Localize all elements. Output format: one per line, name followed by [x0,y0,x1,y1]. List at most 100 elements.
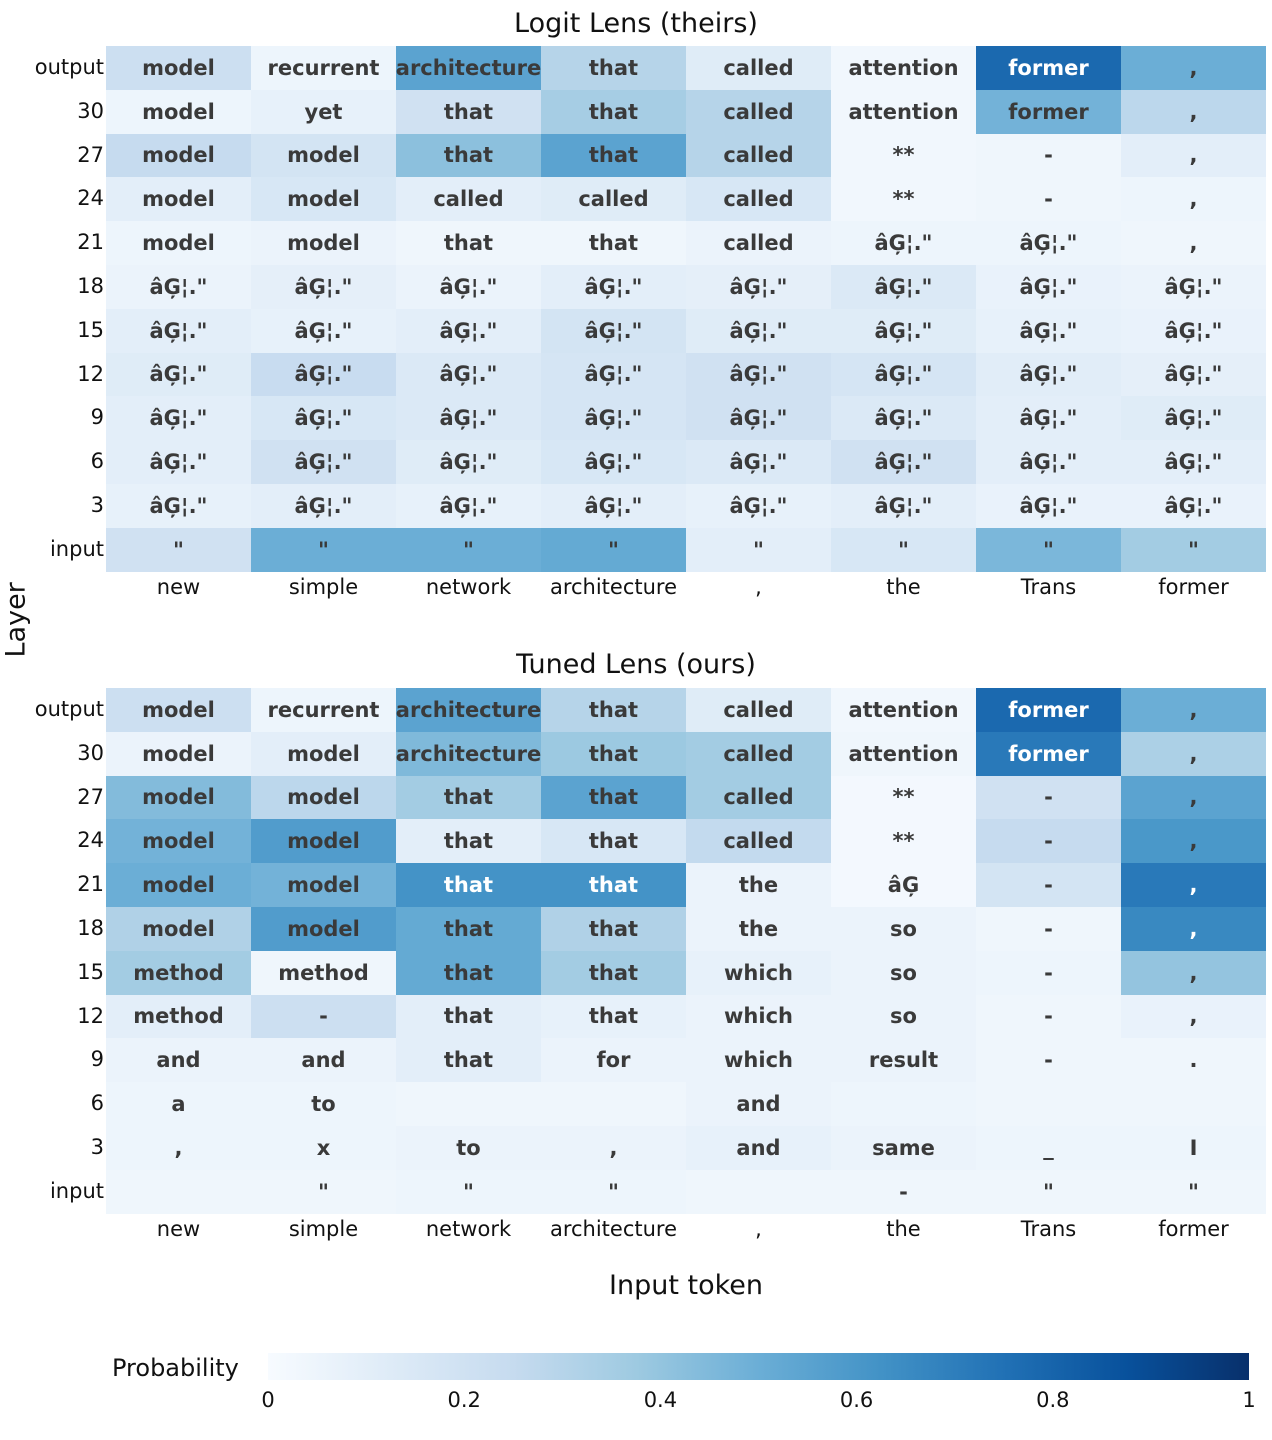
y-tick-label: 3 [90,1135,104,1159]
y-tick-label: 15 [77,959,104,984]
heatmap-cell: , [1121,819,1266,864]
heatmap-cell: . [1121,1038,1266,1083]
heatmap-cell: former [976,688,1121,732]
heatmap-cell: that [541,907,686,951]
heatmap-cell: which [686,994,831,1039]
heatmap-cell: model [251,907,396,951]
heatmap-cell: architecture [396,731,541,776]
heatmap-cell: called [686,46,831,90]
heatmap-cell: ** [831,177,976,222]
x-tick-label: architecture [549,1216,678,1241]
heatmap-cell: recurrent [251,46,396,90]
heatmap-cell: called [541,177,686,222]
heatmap-cell: ** [831,775,976,820]
heatmap-cell: model [106,221,251,265]
heatmap-cell: - [976,950,1121,995]
heatmap-cell: I [1121,1126,1266,1170]
x-tick-label: Trans [1020,574,1077,599]
x-tick-label: , [755,1216,762,1241]
tuned-lens-title: Tuned Lens (ours) [516,649,756,680]
heatmap-cell: - [831,1169,976,1214]
heatmap-cell: âĢ¦." [976,396,1121,441]
y-tick-label: 27 [77,784,104,809]
heatmap-cell: , [1121,994,1266,1039]
y-tick-label: 12 [77,1003,104,1028]
heatmap-cell: " [106,527,251,572]
heatmap-cell: , [1121,221,1266,265]
heatmap-cell: , [1121,89,1266,134]
heatmap-cell: âĢ¦." [106,265,251,309]
heatmap-cell: that [541,46,686,90]
heatmap-cell [686,1169,831,1214]
heatmap-cell: - [976,863,1121,907]
y-tick-label: 21 [77,872,104,897]
heatmap-cell: called [686,89,831,134]
heatmap-cell: âĢ¦." [106,440,251,484]
colorbar [268,1353,1249,1380]
y-tick-label: output [34,55,104,79]
heatmap-cell: that [541,994,686,1039]
heatmap-cell: " [1121,1169,1266,1214]
heatmap-cell: that [541,89,686,134]
x-tick-label: the [886,574,921,599]
heatmap-cell: that [396,950,541,995]
heatmap-cell: , [1121,863,1266,907]
heatmap-cell: âĢ¦." [976,308,1121,353]
heatmap-cell: that [541,950,686,995]
heatmap-cell: model [106,819,251,864]
colorbar-label: Probability [112,1354,239,1382]
heatmap-cell [831,1082,976,1126]
heatmap-cell: âĢ¦." [686,396,831,441]
heatmap-cell: âĢ¦." [976,352,1121,397]
logit-lens-title: Logit Lens (theirs) [514,8,758,39]
heatmap-cell: , [1121,731,1266,776]
heatmap-cell: model [106,688,251,732]
y-tick-label: 12 [77,361,104,386]
heatmap-cell: âĢ¦." [831,484,976,528]
x-axis-label: Input token [609,1270,763,1301]
heatmap-cell: that [396,819,541,864]
heatmap-cell: , [1121,907,1266,951]
heatmap-cell: - [976,1038,1121,1083]
heatmap-cell: âĢ¦." [106,352,251,397]
heatmap-cell: âĢ¦." [1121,265,1266,309]
heatmap-cell: âĢ¦." [251,352,396,397]
y-tick-label: 18 [77,274,104,298]
heatmap-cell: yet [251,89,396,134]
heatmap-cell: that [396,1038,541,1083]
heatmap-cell: " [686,527,831,572]
heatmap-cell: that [541,688,686,732]
heatmap-cell: âĢ¦." [686,265,831,309]
x-tick-label: network [425,1216,512,1241]
heatmap-cell: attention [831,731,976,776]
heatmap-cell: âĢ¦." [1121,484,1266,528]
heatmap-cell: âĢ¦." [1121,440,1266,484]
heatmap-cell: , [106,1126,251,1170]
heatmap-cell: âĢ¦." [106,484,251,528]
heatmap-cell: âĢ¦." [541,265,686,309]
heatmap-cell: âĢ¦." [541,308,686,353]
heatmap-cell: âĢ¦." [831,396,976,441]
heatmap-cell: so [831,994,976,1039]
heatmap-cell: and [686,1082,831,1126]
heatmap-cell: architecture [396,688,541,732]
heatmap-cell: a [106,1082,251,1126]
heatmap-cell: - [976,994,1121,1039]
heatmap-cell: attention [831,688,976,732]
heatmap-cell: âĢ¦." [686,440,831,484]
heatmap-cell: " [976,1169,1121,1214]
heatmap-cell: - [976,775,1121,820]
heatmap-cell: attention [831,89,976,134]
heatmap-cell: that [541,775,686,820]
y-tick-label: 30 [77,98,104,123]
heatmap-cell: that [396,775,541,820]
heatmap-cell: - [251,994,396,1039]
heatmap-cell: that [396,133,541,178]
heatmap-cell: that [396,221,541,265]
heatmap-cell: " [251,527,396,572]
heatmap-cell: former [976,731,1121,776]
y-tick-label: 9 [90,405,104,430]
heatmap-cell: " [541,527,686,572]
heatmap-cell: âĢ¦." [1121,396,1266,441]
x-tick-label: simple [288,574,359,599]
